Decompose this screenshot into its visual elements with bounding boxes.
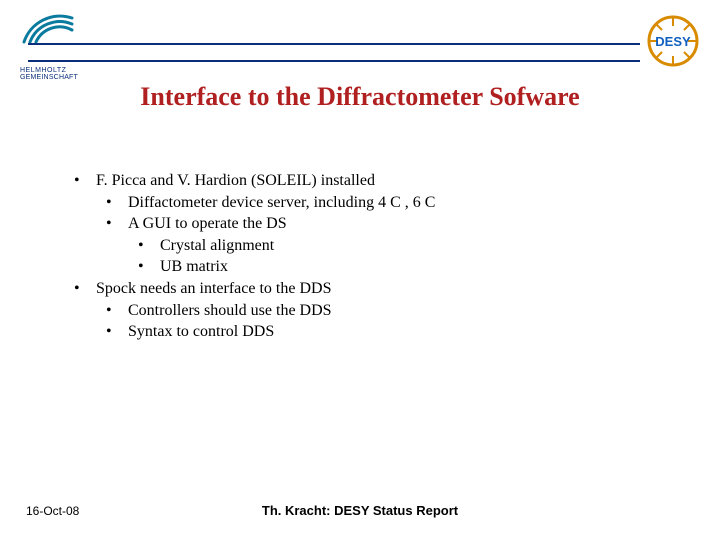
bullet-level-1: A GUI to operate the DS [78,213,660,235]
bullet-level-0: Spock needs an interface to the DDS [78,278,660,300]
helmholtz-logo: HELMHOLTZ GEMEINSCHAFT [20,12,82,81]
slide: HELMHOLTZ GEMEINSCHAFT DESY Interface to… [0,0,720,540]
bullet-level-2: UB matrix [78,256,660,278]
helmholtz-logo-text-top: HELMHOLTZ [20,67,82,74]
bullet-level-1: Controllers should use the DDS [78,300,660,322]
slide-title: Interface to the Diffractometer Sofware [0,82,720,112]
footer-title: Th. Kracht: DESY Status Report [0,503,720,518]
bullet-level-0: F. Picca and V. Hardion (SOLEIL) install… [78,170,660,192]
desy-logo-text: DESY [655,34,691,49]
header-rule-top [28,43,640,45]
desy-logo: DESY [646,14,700,73]
bullet-level-1: Syntax to control DDS [78,321,660,343]
helmholtz-logo-text-bottom: GEMEINSCHAFT [20,74,82,81]
bullet-level-1: Diffactometer device server, including 4… [78,192,660,214]
bullet-level-2: Crystal alignment [78,235,660,257]
slide-body: F. Picca and V. Hardion (SOLEIL) install… [78,170,660,343]
header-rule-bottom [28,60,640,62]
